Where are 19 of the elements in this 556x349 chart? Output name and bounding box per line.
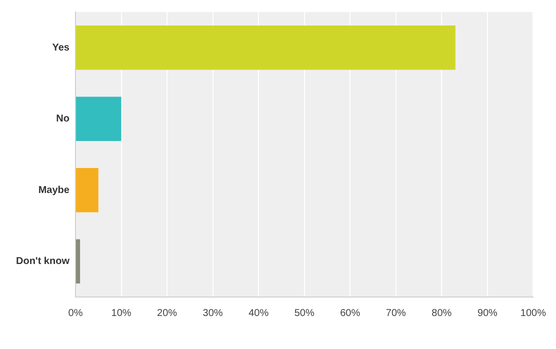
x-tick-label: 90% (477, 308, 498, 319)
bar (76, 168, 98, 212)
y-tick-label: Don't know (16, 256, 70, 268)
x-tick-label: 0% (68, 308, 83, 319)
x-tick-label: 20% (157, 308, 178, 319)
bar (76, 26, 456, 70)
bar (76, 96, 122, 141)
y-tick-label: No (56, 114, 70, 125)
x-tick-label: 70% (386, 308, 406, 319)
x-tick-label: 100% (520, 308, 546, 319)
x-tick-label: 40% (248, 308, 269, 319)
y-tick-label: Maybe (38, 184, 70, 196)
x-tick-label: 80% (432, 308, 452, 319)
bar (76, 239, 80, 284)
x-tick-label: 60% (340, 308, 360, 319)
y-tick-label: Yes (52, 42, 70, 54)
x-tick-label: 50% (294, 308, 314, 319)
x-tick-label: 30% (202, 308, 223, 319)
x-tick-label: 10% (111, 308, 132, 319)
